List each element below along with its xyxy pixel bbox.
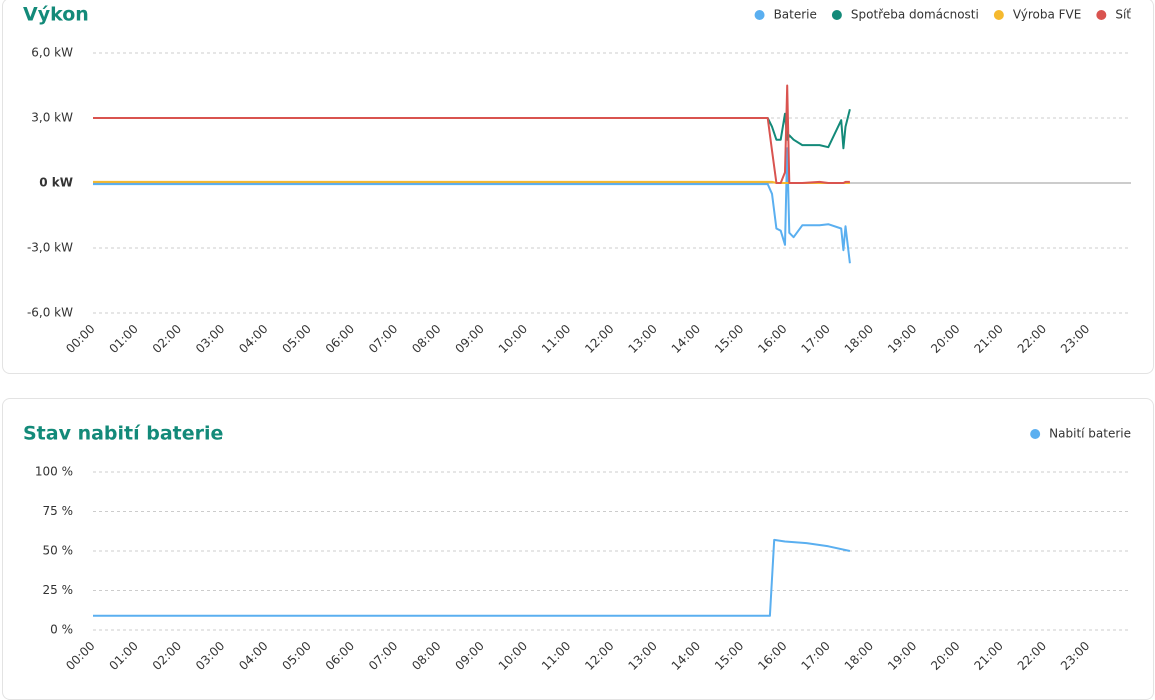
x-tick-label: 22:00 [1015,322,1049,356]
x-tick-label: 23:00 [1058,639,1092,673]
legend-label: Nabití baterie [1049,427,1131,441]
x-tick-label: 21:00 [971,639,1005,673]
legend-marker [993,10,1004,20]
x-tick-label: 22:00 [1015,639,1049,673]
legend-label: Síť [1115,8,1131,22]
x-tick-label: 16:00 [755,322,789,356]
x-tick-label: 06:00 [323,639,357,673]
series-line [93,84,850,184]
x-tick-label: 09:00 [452,322,486,356]
x-tick-label: 00:00 [63,639,97,673]
x-tick-label: 07:00 [366,639,400,673]
y-tick-label: 25 % [43,583,74,597]
x-tick-label: 03:00 [193,322,227,356]
y-tick-label: -3,0 kW [27,241,73,255]
legend-label: Spotřeba domácnosti [851,8,979,22]
x-tick-label: 05:00 [279,639,313,673]
x-tick-label: 16:00 [755,639,789,673]
x-tick-label: 23:00 [1058,322,1092,356]
x-tick-label: 21:00 [971,322,1005,356]
legend-label: Baterie [774,8,817,22]
x-tick-label: 01:00 [106,322,140,356]
series-line [93,147,851,264]
series-line [93,109,851,150]
x-tick-label: 18:00 [842,322,876,356]
x-tick-label: 02:00 [150,322,184,356]
x-tick-label: 20:00 [928,322,962,356]
chart-title: Stav nabití baterie [23,423,223,445]
x-tick-label: 04:00 [236,639,270,673]
card-power [2,0,1154,374]
chart-title: Výkon [23,4,89,26]
x-tick-label: 02:00 [150,639,184,673]
x-tick-label: 14:00 [669,639,703,673]
x-tick-label: 12:00 [582,322,616,356]
y-tick-label: 3,0 kW [31,111,73,125]
x-tick-label: 17:00 [798,322,832,356]
y-tick-label: 100 % [35,465,73,479]
x-tick-label: 17:00 [798,639,832,673]
x-tick-label: 11:00 [539,322,573,356]
legend-marker [754,10,765,20]
x-tick-label: 10:00 [496,639,530,673]
card-soc [2,398,1154,700]
x-tick-label: 07:00 [366,322,400,356]
x-tick-label: 20:00 [928,639,962,673]
y-tick-label: 50 % [43,544,74,558]
y-tick-label: 6,0 kW [31,46,73,60]
x-tick-label: 04:00 [236,322,270,356]
x-tick-label: 00:00 [63,322,97,356]
y-tick-label: 0 % [50,623,73,637]
x-tick-label: 01:00 [106,639,140,673]
legend-marker [831,10,842,20]
y-tick-label: 0 kW [39,176,73,190]
x-tick-label: 13:00 [625,322,659,356]
x-tick-label: 10:00 [496,322,530,356]
x-tick-label: 18:00 [842,639,876,673]
x-tick-label: 19:00 [885,322,919,356]
legend-label: Výroba FVE [1013,8,1081,22]
x-tick-label: 03:00 [193,639,227,673]
x-tick-label: 08:00 [409,639,443,673]
y-tick-label: -6,0 kW [27,306,73,320]
x-tick-label: 15:00 [712,639,746,673]
x-tick-label: 14:00 [669,322,703,356]
x-tick-label: 08:00 [409,322,443,356]
series-line [93,538,851,617]
series-line [93,180,850,184]
y-tick-label: 75 % [43,504,74,518]
legend-marker [1030,429,1041,439]
charts: Výkon 6,0 kW 3,0 kW 0 kW -3,0 kW -6,0 kW 00:00… [23,4,1131,674]
x-tick-label: 19:00 [885,639,919,673]
x-tick-label: 05:00 [279,322,313,356]
legend-marker [1096,10,1107,20]
x-tick-label: 12:00 [582,639,616,673]
x-tick-label: 15:00 [712,322,746,356]
x-tick-label: 06:00 [323,322,357,356]
x-tick-label: 13:00 [625,639,659,673]
x-tick-label: 11:00 [539,639,573,673]
x-tick-label: 09:00 [452,639,486,673]
